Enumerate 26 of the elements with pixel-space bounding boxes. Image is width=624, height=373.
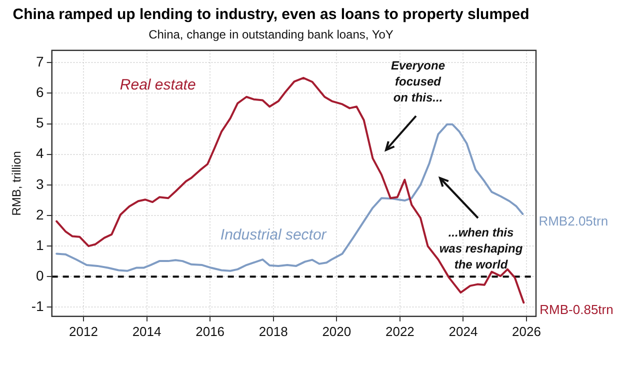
x-tick-label: 2020	[322, 324, 352, 339]
x-tick-label: 2024	[448, 324, 478, 339]
annotation: RMB-0.85trn	[540, 302, 614, 318]
annotation: RMB2.05trn	[538, 214, 608, 229]
x-tick-label: 2026	[512, 324, 541, 339]
y-tick-label: -1	[31, 298, 44, 314]
y-tick-label: 7	[36, 53, 44, 70]
chart-title: China ramped up lending to industry, even as loans to property slumped	[12, 6, 530, 24]
y-tick-label: 4	[36, 145, 44, 162]
x-tick-label: 2014	[132, 324, 162, 339]
y-tick-label: 2	[36, 206, 44, 222]
chart-subtitle: China, change in outstanding bank loans, YoY	[148, 28, 394, 42]
y-axis-title: RMB, trillion	[10, 151, 24, 216]
y-tick-label: 0	[36, 268, 44, 284]
y-tick-label: 6	[36, 84, 44, 100]
text: Real estate	[120, 76, 196, 94]
x-tick-label: 2022	[385, 324, 414, 339]
x-tick-label: 2016	[196, 324, 225, 339]
series-label: Industrial sector	[220, 226, 328, 244]
annotation: Everyone focused on this...	[390, 58, 446, 104]
x-tick-label: 2012	[69, 324, 98, 339]
annotation: ...when this was reshaping the world	[439, 225, 524, 272]
y-tick-label: 5	[36, 114, 44, 131]
y-tick-label: 3	[36, 176, 44, 192]
x-tick-label: 2018	[258, 324, 288, 339]
y-tick-label: 1	[36, 236, 44, 253]
